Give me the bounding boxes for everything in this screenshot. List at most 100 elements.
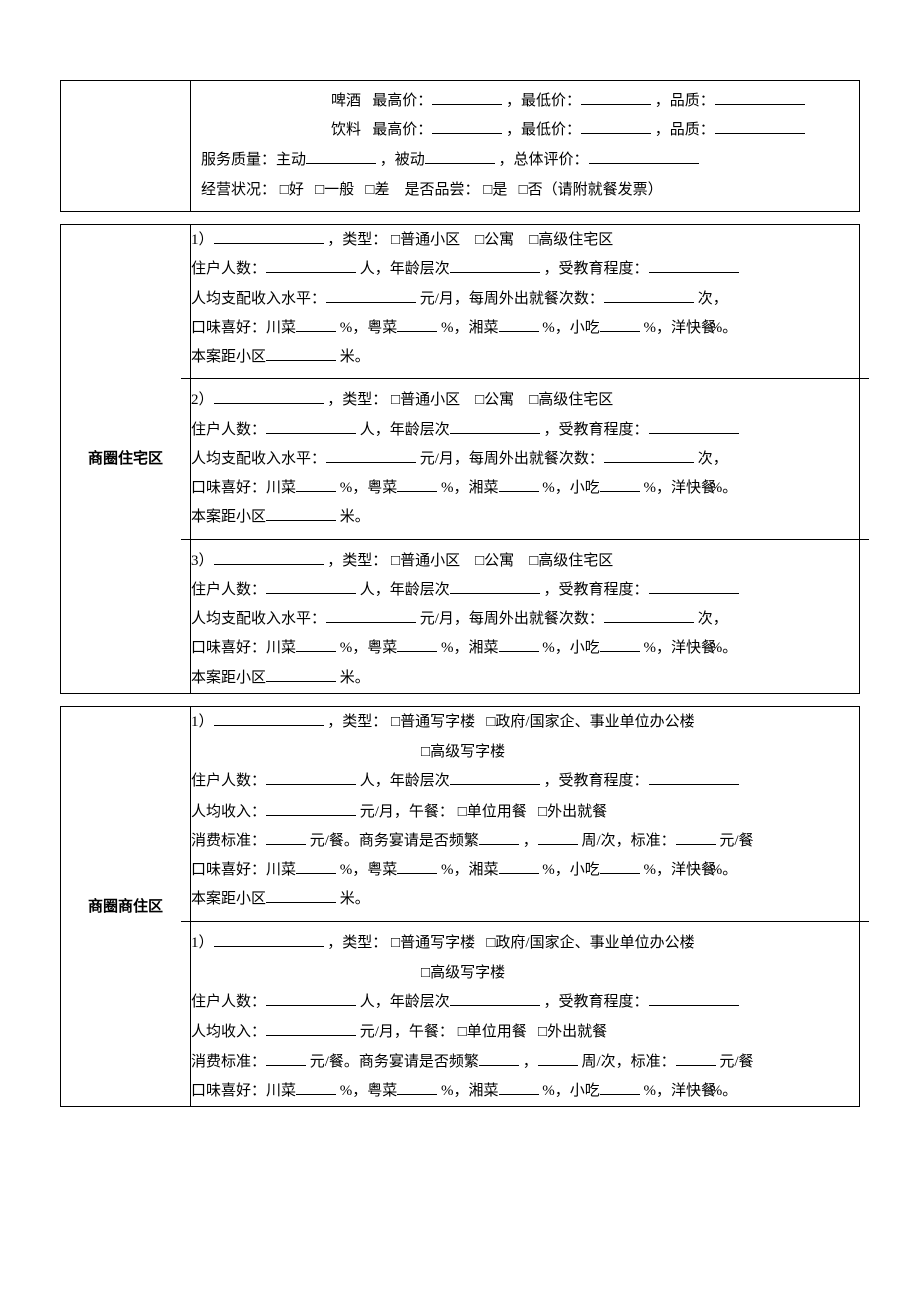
quality-label2: ，品质： [655, 122, 715, 138]
checkbox-no[interactable]: □ [519, 181, 528, 198]
com1-cb-lunch-out[interactable]: □ [538, 803, 547, 820]
com2-edu-blank[interactable] [649, 991, 739, 1006]
com2-income-blank[interactable] [266, 1021, 356, 1036]
drink-label: 饮料 [331, 122, 361, 138]
res2-age-blank[interactable] [450, 419, 540, 434]
com2-cb-high[interactable]: □ [421, 964, 430, 981]
res1-name-blank[interactable] [214, 229, 324, 244]
com2-c2[interactable] [397, 1080, 437, 1095]
residential-block-3: 3） ，类型： □普通小区 □公寓 □高级住宅区 住户人数： 人，年龄层次 ，受… [181, 539, 869, 699]
res1-cb-normal[interactable]: □ [391, 231, 400, 248]
res2-c1[interactable] [296, 477, 336, 492]
res1-dine-blank[interactable] [604, 288, 694, 303]
com2-cb-lunch-out[interactable]: □ [538, 1023, 547, 1040]
res2-c2[interactable] [397, 477, 437, 492]
res3-edu-blank[interactable] [649, 579, 739, 594]
com1-c3[interactable] [499, 859, 539, 874]
res2-c3[interactable] [499, 477, 539, 492]
com1-c4[interactable] [600, 859, 640, 874]
com1-dist-blank[interactable] [266, 888, 336, 903]
res2-pop-blank[interactable] [266, 419, 356, 434]
res3-cb-high[interactable]: □ [529, 552, 538, 569]
checkbox-yes[interactable]: □ [483, 181, 492, 198]
res3-c3[interactable] [499, 637, 539, 652]
beer-max-blank[interactable] [432, 90, 502, 105]
res3-c2[interactable] [397, 637, 437, 652]
res3-dist-blank[interactable] [266, 667, 336, 682]
res1-c4[interactable] [600, 317, 640, 332]
res1-cb-high[interactable]: □ [529, 231, 538, 248]
res3-pop-blank[interactable] [266, 579, 356, 594]
res3-cb-normal[interactable]: □ [391, 552, 400, 569]
com1-week-blank[interactable] [538, 830, 578, 845]
res2-cb-apt[interactable]: □ [475, 391, 484, 408]
com1-c2[interactable] [397, 859, 437, 874]
res2-dine-blank[interactable] [604, 448, 694, 463]
com2-cb-lunch-unit[interactable]: □ [458, 1023, 467, 1040]
minprice-label2: ，最低价： [506, 122, 581, 138]
residential-label: 商圈住宅区 [61, 225, 191, 694]
checkbox-good[interactable]: □ [280, 181, 289, 198]
table-commercial: 商圈商住区 1） ，类型： □普通写字楼 □政府/国家企、事业单位办公楼 □高级… [60, 706, 860, 1107]
com1-income-blank[interactable] [266, 801, 356, 816]
com2-cb-office[interactable]: □ [391, 934, 400, 951]
com2-name-blank[interactable] [214, 932, 324, 947]
drink-min-blank[interactable] [581, 119, 651, 134]
beer-min-blank[interactable] [581, 90, 651, 105]
com1-cb-lunch-unit[interactable]: □ [458, 803, 467, 820]
drink-quality-blank[interactable] [715, 119, 805, 134]
com1-cb-office[interactable]: □ [391, 713, 400, 730]
res2-income-blank[interactable] [326, 448, 416, 463]
service-passive-blank[interactable] [425, 149, 495, 164]
res3-cb-apt[interactable]: □ [475, 552, 484, 569]
checkbox-normal[interactable]: □ [315, 181, 324, 198]
res3-name-blank[interactable] [214, 550, 324, 565]
res1-dist-blank[interactable] [266, 346, 336, 361]
drink-max-blank[interactable] [432, 119, 502, 134]
com2-c3[interactable] [499, 1080, 539, 1095]
com1-edu-blank[interactable] [649, 770, 739, 785]
beer-line: 啤酒 最高价： ，最低价： ，品质： [201, 87, 849, 116]
com2-std-blank[interactable] [676, 1051, 716, 1066]
com2-pop-blank[interactable] [266, 991, 356, 1006]
com2-c4[interactable] [600, 1080, 640, 1095]
service-overall-blank[interactable] [589, 149, 699, 164]
com1-c1[interactable] [296, 859, 336, 874]
res1-edu-blank[interactable] [649, 258, 739, 273]
res2-dist-blank[interactable] [266, 506, 336, 521]
commercial-block-1: 1） ，类型： □普通写字楼 □政府/国家企、事业单位办公楼 □高级写字楼 住户… [181, 701, 869, 921]
com1-pop-blank[interactable] [266, 770, 356, 785]
res2-cb-normal[interactable]: □ [391, 391, 400, 408]
com2-age-blank[interactable] [450, 991, 540, 1006]
com2-c1[interactable] [296, 1080, 336, 1095]
res1-pop-blank[interactable] [266, 258, 356, 273]
com2-consume-blank[interactable] [266, 1051, 306, 1066]
res1-age-blank[interactable] [450, 258, 540, 273]
res2-c4[interactable] [600, 477, 640, 492]
service-active-blank[interactable] [306, 149, 376, 164]
beer-quality-blank[interactable] [715, 90, 805, 105]
res1-c2[interactable] [397, 317, 437, 332]
res3-c4[interactable] [600, 637, 640, 652]
com1-age-blank[interactable] [450, 770, 540, 785]
taste-q: 是否品尝： [405, 182, 480, 198]
com2-week-blank[interactable] [538, 1051, 578, 1066]
res2-name-blank[interactable] [214, 389, 324, 404]
res3-income-blank[interactable] [326, 608, 416, 623]
res3-dine-blank[interactable] [604, 608, 694, 623]
com1-consume-blank[interactable] [266, 830, 306, 845]
res1-c1[interactable] [296, 317, 336, 332]
res1-income-blank[interactable] [326, 288, 416, 303]
res3-age-blank[interactable] [450, 579, 540, 594]
com1-freq-blank[interactable] [479, 830, 519, 845]
op-label: 经营状况： [201, 182, 276, 198]
res1-cb-apt[interactable]: □ [475, 231, 484, 248]
res1-c3[interactable] [499, 317, 539, 332]
com1-cb-high[interactable]: □ [421, 743, 430, 760]
com2-freq-blank[interactable] [479, 1051, 519, 1066]
com1-std-blank[interactable] [676, 830, 716, 845]
res2-cb-high[interactable]: □ [529, 391, 538, 408]
res2-edu-blank[interactable] [649, 419, 739, 434]
com1-name-blank[interactable] [214, 711, 324, 726]
res3-c1[interactable] [296, 637, 336, 652]
